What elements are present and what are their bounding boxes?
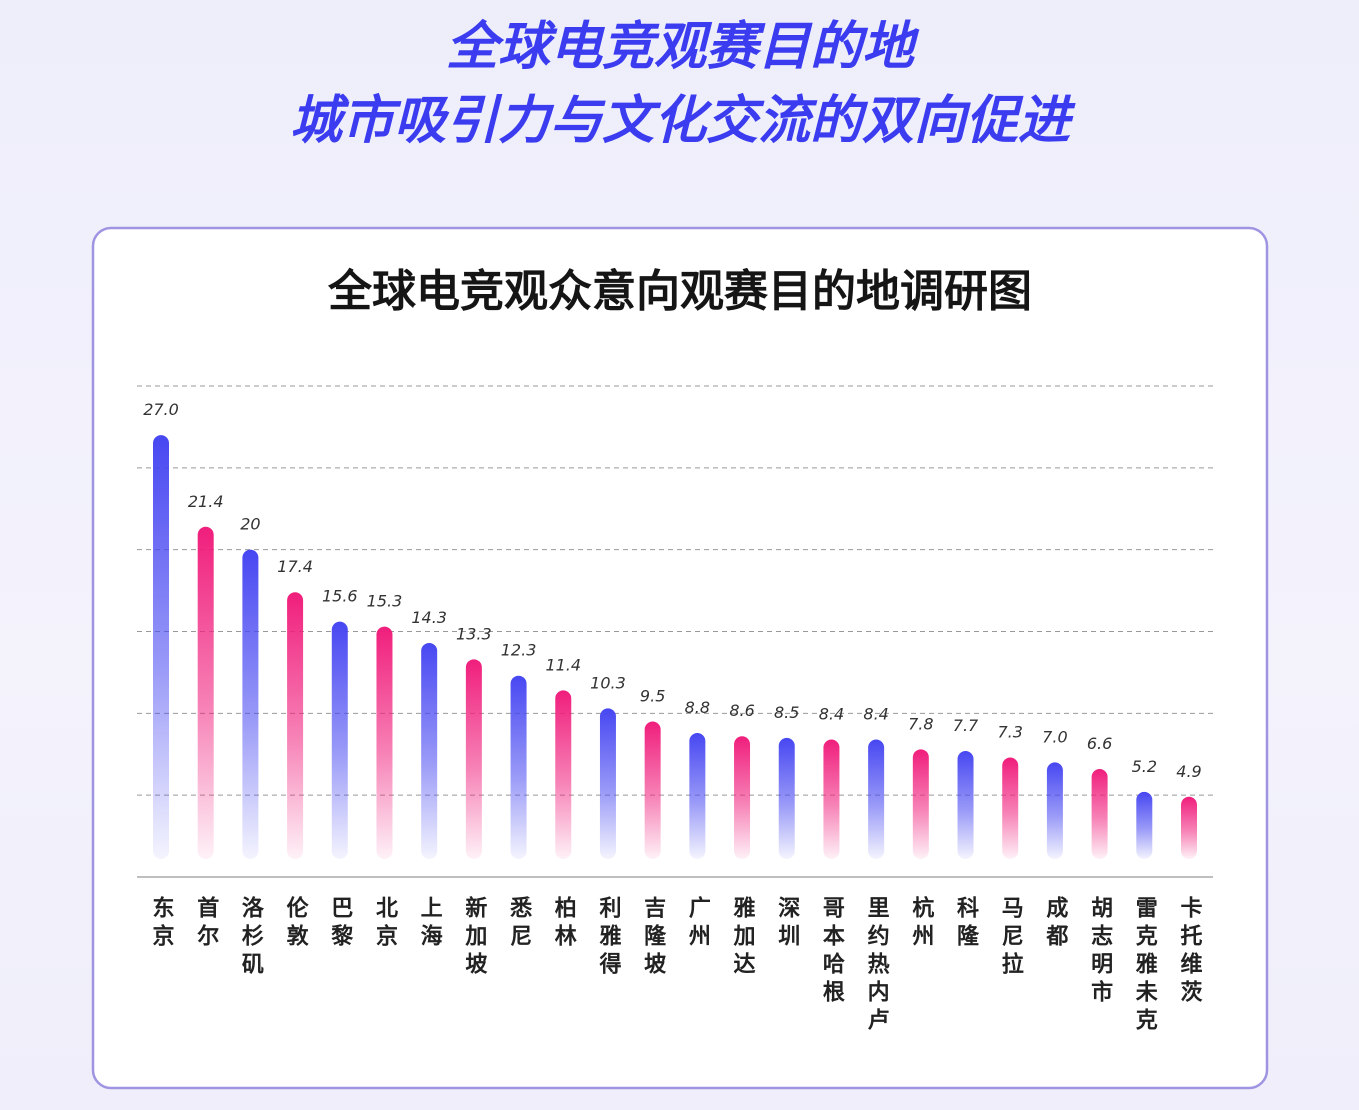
bar xyxy=(331,621,348,859)
value-label: 8.6 xyxy=(729,701,754,720)
value-label: 20 xyxy=(240,515,260,534)
x-tick-label: 利雅得 xyxy=(595,896,622,980)
x-tick-label: 雷克雅未克 xyxy=(1132,896,1158,1036)
bar xyxy=(599,708,616,859)
value-label: 8.4 xyxy=(819,705,844,724)
value-label: 8.8 xyxy=(685,698,710,717)
x-tick-label: 里约热内卢 xyxy=(864,896,890,1036)
value-label: 4.9 xyxy=(1176,762,1201,781)
value-label: 10.3 xyxy=(590,673,626,692)
x-tick-label: 胡志明市 xyxy=(1087,896,1113,1008)
bar xyxy=(197,526,214,859)
value-label: 14.3 xyxy=(411,608,447,627)
value-label: 8.5 xyxy=(774,703,799,722)
x-tick-label: 悉尼 xyxy=(506,896,532,952)
x-tick-label: 柏林 xyxy=(551,895,577,952)
bar xyxy=(868,739,885,859)
value-label: 15.3 xyxy=(367,592,403,611)
x-tick-label: 马尼拉 xyxy=(998,896,1024,980)
value-label: 21.4 xyxy=(188,492,224,511)
x-tick-label: 哥本哈根 xyxy=(819,896,845,1008)
card xyxy=(91,226,1269,1090)
bar xyxy=(957,750,974,859)
bar xyxy=(1091,768,1108,859)
value-label: 7.0 xyxy=(1042,727,1067,746)
page-title: 全球电竞观赛目的地 xyxy=(446,17,920,77)
value-label: 8.4 xyxy=(863,705,888,724)
x-tick-label: 洛杉矶 xyxy=(238,895,264,980)
value-label: 27.0 xyxy=(143,400,179,419)
value-label: 7.7 xyxy=(953,716,979,735)
bar xyxy=(778,737,795,859)
x-tick-label: 杭州 xyxy=(908,895,934,952)
x-tick-label: 伦敦 xyxy=(283,895,309,952)
value-label: 5.2 xyxy=(1132,757,1157,776)
bar xyxy=(153,435,169,859)
bar xyxy=(823,739,840,859)
x-tick-label: 深圳 xyxy=(774,896,800,952)
bar xyxy=(510,675,527,859)
bar xyxy=(1136,791,1153,859)
x-tick-label: 上海 xyxy=(417,896,443,952)
page-subtitle: 城市吸引力与文化交流的双向促进 xyxy=(290,91,1076,151)
bar xyxy=(287,592,304,859)
value-label: 11.4 xyxy=(545,655,581,674)
bar xyxy=(1002,757,1019,859)
bar xyxy=(689,732,706,859)
x-tick-label: 首尔 xyxy=(193,895,219,952)
value-label: 7.3 xyxy=(997,723,1022,742)
x-tick-label: 卡托维茨 xyxy=(1177,896,1203,1008)
bar xyxy=(912,749,929,859)
x-tick-label: 广州 xyxy=(685,895,711,952)
bar xyxy=(734,736,751,859)
x-tick-label: 吉隆坡 xyxy=(640,895,666,980)
x-tick-label: 成都 xyxy=(1042,896,1069,952)
value-label: 9.5 xyxy=(640,687,665,706)
x-tick-label: 新加坡 xyxy=(461,895,488,980)
value-label: 15.6 xyxy=(322,587,358,606)
value-label: 7.8 xyxy=(908,714,933,733)
bar xyxy=(644,721,661,859)
value-label: 6.6 xyxy=(1087,734,1112,753)
bar xyxy=(376,626,393,859)
bar xyxy=(242,549,259,859)
bar xyxy=(421,642,438,859)
value-label: 13.3 xyxy=(456,624,492,643)
value-label: 17.4 xyxy=(277,557,313,576)
bar xyxy=(1181,796,1197,859)
chart-title: 全球电竞观众意向观赛目的地调研图 xyxy=(327,266,1032,317)
x-tick-label: 科隆 xyxy=(953,896,979,952)
x-tick-label: 雅加达 xyxy=(730,895,757,980)
bar xyxy=(555,690,572,859)
bar xyxy=(1046,762,1063,859)
value-label: 12.3 xyxy=(501,641,537,660)
bar xyxy=(465,659,482,859)
x-tick-label: 巴黎 xyxy=(327,896,353,952)
x-tick-label: 东京 xyxy=(149,895,175,952)
x-tick-label: 北京 xyxy=(372,896,398,952)
